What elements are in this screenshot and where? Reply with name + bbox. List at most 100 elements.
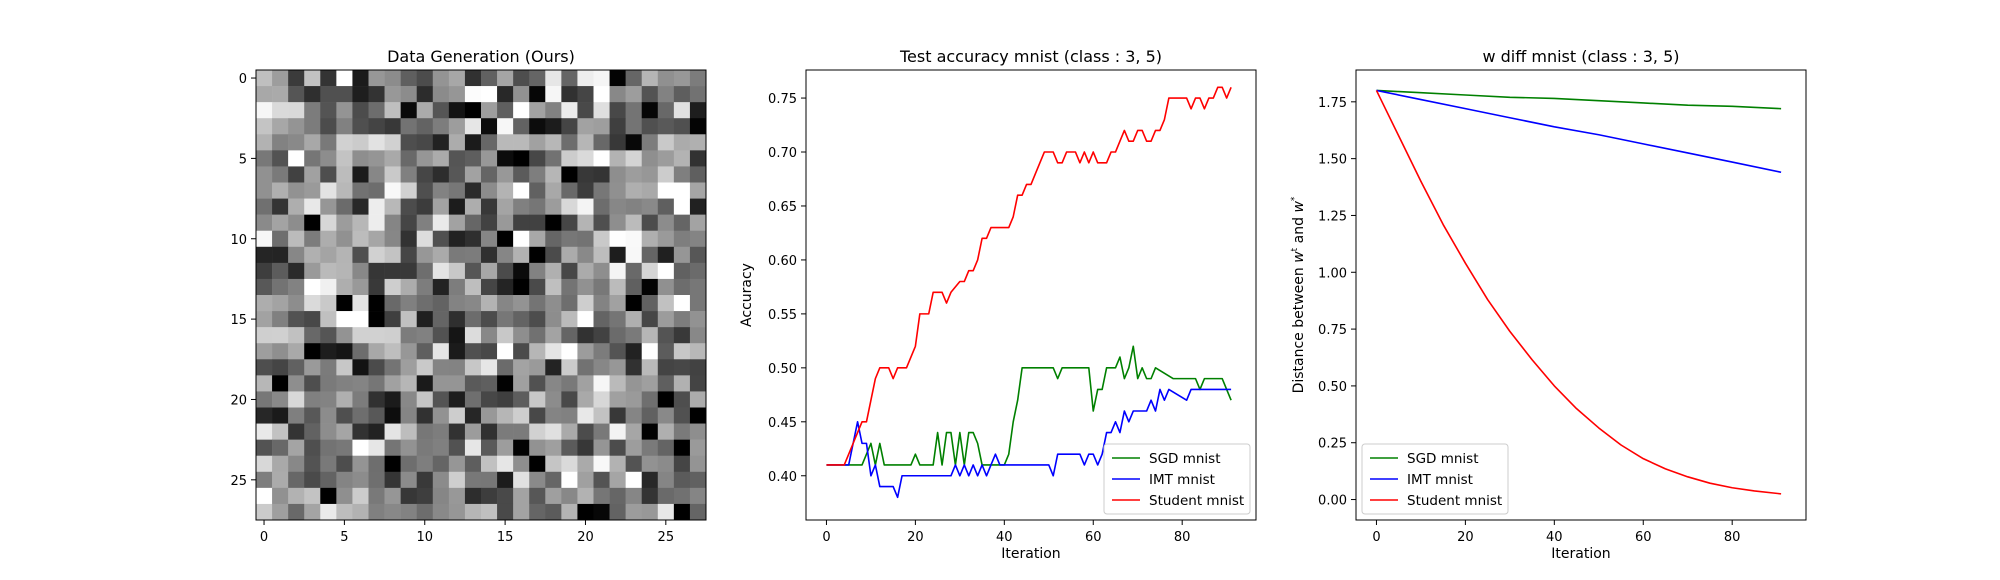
heatmap-cell [352,70,369,87]
heatmap-cell [609,86,626,103]
heatmap-cell [336,182,353,199]
heatmap-cell [432,343,450,360]
heatmap-cell [641,503,659,521]
heatmap-cell [561,327,578,344]
heatmap-cell [657,230,675,248]
heatmap-cell [416,134,434,151]
heatmap-cell [256,439,273,457]
heatmap-cell [400,278,418,296]
heatmap-cell [497,327,514,344]
heatmap-cell [625,102,643,119]
heatmap-cell [256,102,273,119]
heatmap-cell [529,198,546,215]
heatmap-cell [625,295,643,312]
heatmap-cell [577,134,594,151]
heatmap-cell [288,375,305,392]
heatmap-cell [448,134,466,151]
accuracy-frame [805,69,1257,521]
accuracy-ytick-label: 0.75 [768,92,797,107]
heatmap-cell [432,198,450,215]
heatmap-cell [272,375,289,392]
heatmap-cell [336,423,353,440]
heatmap-cell [481,246,498,264]
heatmap-cell [336,375,353,392]
heatmap-cell [641,118,659,135]
heatmap-cell [448,150,466,167]
heatmap-cell [336,295,353,312]
heatmap-cell [384,246,401,264]
heatmap-ticks: 0 5 10 15 20 25 0 5 10 15 20 25 [230,72,674,545]
heatmap-cell [384,70,401,87]
heatmap-cell [625,166,643,183]
heatmap-cell [416,343,434,360]
heatmap-cell [657,70,675,87]
heatmap-cell [529,118,546,135]
heatmap-cell [657,295,675,312]
heatmap-cell [464,391,482,408]
heatmap-cell [320,214,337,232]
heatmap-cell [448,503,466,521]
heatmap-cell [577,455,594,473]
heatmap-cell [481,343,498,360]
heatmap-cell [352,86,369,103]
heatmap-cell [497,102,514,119]
heatmap-cell [561,407,578,424]
wdiff-ticks: 0 20 40 60 80 0.00 0.25 0.50 0.75 1.00 1.25 1.50 1.7… [1318,96,1740,545]
heatmap-cell [320,423,337,440]
heatmap-cell [464,262,482,280]
heatmap-cell [400,327,418,344]
heatmap-cell [272,311,289,328]
heatmap-cell [352,343,369,360]
heatmap-cell [368,407,385,424]
heatmap-cell [288,343,305,360]
heatmap-cell [497,471,514,489]
heatmap-cell [513,246,530,264]
heatmap-cell [561,246,578,264]
heatmap-cell [561,214,578,232]
heatmap-cell [432,391,450,408]
heatmap-cell [657,102,675,119]
heatmap-cell [304,295,321,312]
heatmap-cell [545,262,562,280]
heatmap-cell [593,423,610,440]
heatmap-cell [464,230,482,248]
heatmap-cell [464,423,482,440]
heatmap-cell [545,455,562,473]
heatmap-cell [609,503,626,521]
heatmap-cell [497,343,514,360]
heatmap-cell [400,375,418,392]
heatmap-cell [448,70,466,87]
heatmap-cell [352,182,369,199]
heatmap-cell [497,166,514,183]
heatmap-cell [336,102,353,119]
heatmap-cell [384,311,401,328]
heatmap-cell [513,503,530,521]
accuracy-xtick-label: 20 [907,530,924,545]
heatmap-cell [368,118,385,135]
heatmap-cell [625,134,643,151]
heatmap-cell [352,359,369,376]
heatmap-cell [464,327,482,344]
heatmap-cell [448,311,466,328]
heatmap-cell [256,214,273,232]
heatmap-cell [336,407,353,424]
accuracy-series-line [826,345,1232,466]
heatmap-cell [593,407,610,424]
heatmap-cell [673,455,691,473]
wdiff-series-line [1375,90,1782,495]
heatmap-cell [416,487,434,505]
heatmap-cell [384,295,401,312]
heatmap-cell [320,70,337,87]
heatmap-cell [577,375,594,392]
heatmap-cell [400,471,418,489]
heatmap-cell [625,278,643,296]
accuracy-ticks: 0 20 40 60 80 0.40 0.45 0.50 0.55 0.60 0.65 0.70 0.7… [768,92,1190,545]
heatmap-cell [657,278,675,296]
heatmap-cell [673,230,691,248]
heatmap-cell [529,150,546,167]
heatmap-cell [384,391,401,408]
heatmap-cell [368,471,385,489]
heatmap-cell [400,343,418,360]
heatmap-cell [593,166,610,183]
heatmap-cell [448,86,466,103]
